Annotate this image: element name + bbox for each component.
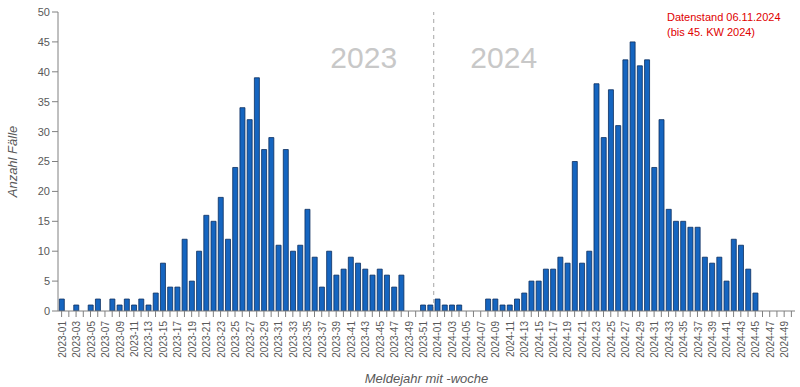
svg-text:2023-31: 2023-31: [273, 321, 284, 358]
svg-text:2024-47: 2024-47: [765, 321, 776, 358]
svg-text:2024-11: 2024-11: [505, 321, 516, 357]
svg-text:2023-23: 2023-23: [216, 321, 227, 358]
svg-text:2023-29: 2023-29: [259, 321, 270, 358]
svg-text:2023-45: 2023-45: [375, 321, 386, 358]
svg-text:2024-29: 2024-29: [635, 321, 646, 358]
svg-text:45: 45: [38, 36, 50, 48]
svg-text:2024-45: 2024-45: [750, 321, 761, 358]
svg-text:2024-33: 2024-33: [664, 321, 675, 358]
svg-text:2024-37: 2024-37: [693, 321, 704, 358]
svg-text:2024-03: 2024-03: [447, 321, 458, 358]
svg-text:2023-47: 2023-47: [389, 321, 400, 358]
svg-text:2023-05: 2023-05: [86, 321, 97, 358]
svg-text:20: 20: [38, 185, 50, 197]
svg-text:2024-31: 2024-31: [649, 321, 660, 358]
svg-text:2024-43: 2024-43: [736, 321, 747, 358]
svg-text:Anzahl Fälle: Anzahl Fälle: [5, 126, 20, 199]
svg-text:2024-41: 2024-41: [721, 321, 732, 358]
svg-text:2024-09: 2024-09: [490, 321, 501, 358]
svg-text:2023-17: 2023-17: [172, 321, 183, 358]
svg-text:30: 30: [38, 126, 50, 138]
svg-text:2023-35: 2023-35: [302, 321, 313, 358]
svg-text:2023-25: 2023-25: [230, 321, 241, 358]
svg-text:2024-27: 2024-27: [620, 321, 631, 358]
svg-text:2024-49: 2024-49: [779, 321, 790, 358]
svg-text:2023-51: 2023-51: [418, 321, 429, 358]
svg-text:2024-01: 2024-01: [432, 321, 443, 358]
svg-text:50: 50: [38, 6, 50, 18]
svg-text:2024-21: 2024-21: [577, 321, 588, 358]
svg-text:15: 15: [38, 215, 50, 227]
svg-text:2024-25: 2024-25: [606, 321, 617, 358]
svg-text:35: 35: [38, 96, 50, 108]
svg-text:2023-09: 2023-09: [115, 321, 126, 358]
svg-text:2023-15: 2023-15: [158, 321, 169, 358]
svg-text:2023-21: 2023-21: [201, 321, 212, 358]
svg-text:Meldejahr mit -woche: Meldejahr mit -woche: [365, 371, 489, 386]
html-text:Datenstand 06.11.2024: Datenstand 06.11.2024: [667, 11, 781, 23]
svg-text:2023-39: 2023-39: [331, 321, 342, 358]
svg-text:2023-11: 2023-11: [129, 321, 140, 357]
svg-text:2023-07: 2023-07: [100, 321, 111, 358]
svg-text:2024-19: 2024-19: [562, 321, 573, 358]
svg-text:40: 40: [38, 66, 50, 78]
svg-text:2024-17: 2024-17: [548, 321, 559, 358]
svg-text:2023: 2023: [330, 41, 397, 74]
svg-text:25: 25: [38, 155, 50, 167]
svg-text:10: 10: [38, 245, 50, 257]
svg-text:2024-15: 2024-15: [534, 321, 545, 358]
svg-text:5: 5: [44, 275, 50, 287]
html-text:(bis 45. KW 2024): (bis 45. KW 2024): [667, 26, 755, 38]
svg-text:2024: 2024: [470, 41, 537, 74]
svg-text:2023-19: 2023-19: [187, 321, 198, 358]
svg-text:2024-05: 2024-05: [461, 321, 472, 358]
svg-text:2023-37: 2023-37: [317, 321, 328, 358]
svg-text:2023-27: 2023-27: [245, 321, 256, 358]
svg-text:2024-39: 2024-39: [707, 321, 718, 358]
svg-text:2024-07: 2024-07: [476, 321, 487, 358]
svg-text:2023-01: 2023-01: [57, 321, 68, 358]
svg-text:2024-23: 2024-23: [591, 321, 602, 358]
svg-text:2023-03: 2023-03: [71, 321, 82, 358]
svg-text:2023-33: 2023-33: [288, 321, 299, 358]
svg-text:2024-13: 2024-13: [519, 321, 530, 358]
svg-text:2024-35: 2024-35: [678, 321, 689, 358]
svg-text:2023-13: 2023-13: [143, 321, 154, 358]
svg-text:0: 0: [44, 305, 50, 317]
svg-text:2023-41: 2023-41: [346, 321, 357, 358]
svg-text:2023-43: 2023-43: [360, 321, 371, 358]
svg-text:2023-49: 2023-49: [404, 321, 415, 358]
